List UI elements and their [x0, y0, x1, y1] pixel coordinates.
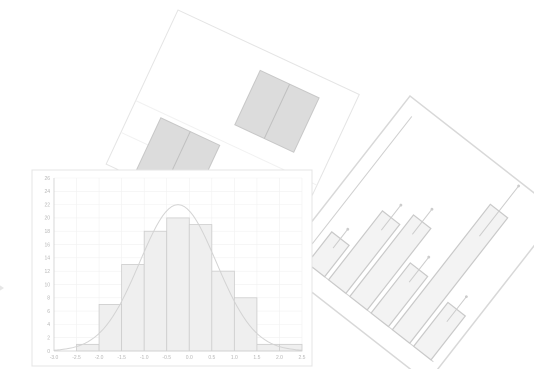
- histogram-y-tick-label: 24: [44, 189, 50, 195]
- bar-chart-error-bar: [380, 204, 402, 231]
- histogram-y-tick-label: 26: [44, 176, 50, 182]
- histogram-y-tick-label: 20: [44, 216, 50, 222]
- histogram-x-tick-label: 2.5: [299, 355, 306, 361]
- histogram-bar: [211, 270, 235, 352]
- histogram-y-tick-label: 16: [44, 242, 50, 248]
- histogram-x-tick-label: 1.5: [253, 355, 260, 361]
- bar-chart-error-bar: [479, 185, 519, 237]
- bar-chart-error-bar: [446, 296, 467, 323]
- histogram-bar: [98, 304, 123, 352]
- bar-chart-error-cap: [427, 255, 431, 259]
- histogram-normal-curve: [53, 204, 303, 351]
- histogram-x-tick-label: 1.0: [231, 355, 238, 361]
- bar-chart-error-cap: [346, 227, 350, 231]
- histogram-x-tick-label: 0.0: [186, 355, 193, 361]
- histogram-x-tick-label: -2.5: [72, 355, 81, 361]
- histogram-y-tick-label: 0: [47, 349, 50, 355]
- histogram-y-tick-label: 4: [47, 322, 50, 328]
- histogram-bar: [166, 217, 190, 352]
- bar-chart-error-bar: [411, 208, 433, 235]
- bar-chart-y-axis: [300, 116, 413, 259]
- histogram-y-tick-label: 6: [47, 309, 50, 315]
- histogram-y-tick-label: 18: [44, 229, 50, 235]
- histogram-x-tick-label: -1.5: [117, 355, 126, 361]
- bar-chart-error-cap: [517, 184, 520, 188]
- left-arrow-icon: [0, 276, 4, 300]
- histogram-x-tick-label: -0.5: [162, 355, 171, 361]
- bar-chart-card: [276, 94, 534, 374]
- histogram-y-tick-label: 12: [44, 269, 50, 275]
- histogram-y-tick-label: 22: [44, 202, 50, 208]
- bar-chart-error-cap: [465, 295, 468, 299]
- box-plot-median: [263, 83, 291, 139]
- histogram-y-tick-label: 8: [47, 296, 50, 302]
- bar-chart-error-bar: [408, 256, 430, 283]
- histogram-x-tick-label: 0.5: [208, 355, 215, 361]
- histogram-x-tick-label: -1.0: [140, 355, 149, 361]
- histogram-x-tick-label: -2.0: [95, 355, 104, 361]
- histogram-bar: [233, 297, 258, 352]
- histogram-y-tick-label: 14: [44, 256, 50, 262]
- histogram-y-tick-label: 10: [44, 282, 50, 288]
- histogram-x-tick-label: 2.0: [276, 355, 283, 361]
- histogram-bar: [143, 230, 168, 352]
- bar-chart-error-bar: [332, 228, 349, 249]
- histogram-y-tick-label: 2: [47, 335, 50, 341]
- bar-chart-error-cap: [399, 203, 403, 207]
- bar-chart-error-cap: [430, 207, 434, 211]
- histogram-x-tick-label: -3.0: [50, 355, 59, 361]
